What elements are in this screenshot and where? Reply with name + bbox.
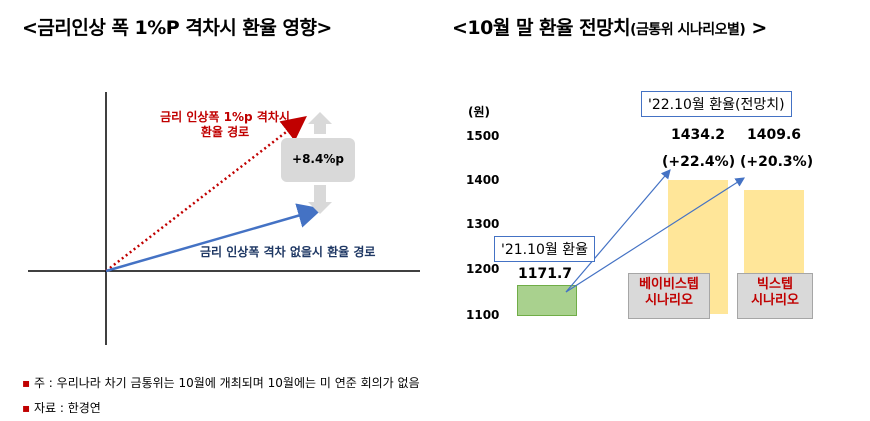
source-note: ▪ 자료 : 한경연: [22, 401, 101, 415]
scenario-label-baby-step-line2: 시나리오: [645, 293, 693, 308]
red-path-label: 금리 인상폭 1%p 격차시 환율 경로: [140, 110, 310, 140]
left-panel-title: <금리인상 폭 1%P 격차시 환율 영향>: [22, 17, 332, 39]
value-label-baby-step: 1434.2: [671, 127, 726, 143]
footnote: ▪ 주 : 우리나라 차기 금통위는 10월에 개최되며 10월에는 미 연준 …: [22, 376, 420, 390]
scenario-label-big-step-line2: 시나리오: [751, 293, 799, 308]
scenario-label-baby-step: 베이비스텝 시나리오: [628, 273, 710, 319]
scenario-label-big-step-line1: 빅스텝: [757, 277, 793, 292]
blue-path-arrow: [105, 203, 323, 273]
connector-arrows: [565, 169, 746, 293]
forecast-box: '22.10월 환율(전망치): [641, 91, 792, 117]
red-path-arrow: [105, 115, 307, 272]
y-tick-1100: 1100: [466, 308, 500, 322]
scenario-label-baby-step-line1: 베이비스텝: [639, 277, 699, 292]
change-label-baby-step: (+22.4%): [662, 154, 736, 170]
y-unit-label: (원): [468, 105, 491, 119]
value-label-2021: 1171.7: [518, 266, 573, 282]
right-title-main: <10월 말 환율 전망치: [452, 17, 631, 39]
arrow-to-big-step: [565, 177, 746, 293]
gap-label: +8.4%p: [292, 152, 344, 166]
source-note-text: 자료 : 한경연: [33, 401, 101, 415]
y-tick-1300: 1300: [466, 217, 500, 231]
y-tick-1400: 1400: [466, 173, 500, 187]
gap-double-arrow: [281, 112, 355, 214]
red-path-label-line1: 금리 인상폭 1%p 격차시: [160, 110, 290, 124]
blue-path-label: 금리 인상폭 격차 없을시 환율 경로: [200, 245, 376, 259]
y-tick-1500: 1500: [466, 129, 500, 143]
right-panel-title: <10월 말 환율 전망치(금통위 시나리오별) >: [452, 13, 767, 40]
arrow-to-baby-step: [565, 169, 671, 293]
value-label-big-step: 1409.6: [747, 127, 802, 143]
right-title-sub: (금통위 시나리오별): [630, 22, 746, 38]
footnote-text: 주 : 우리나라 차기 금통위는 10월에 개최되며 10월에는 미 연준 회의…: [33, 376, 420, 390]
red-path-label-line2: 환율 경로: [200, 125, 250, 139]
left-diagram: [28, 92, 420, 345]
y-tick-1200: 1200: [466, 262, 500, 276]
scenario-label-big-step: 빅스텝 시나리오: [737, 273, 813, 319]
current-box: '21.10월 환율: [494, 236, 596, 262]
change-label-big-step: (+20.3%): [740, 154, 814, 170]
right-title-end: >: [745, 17, 767, 39]
